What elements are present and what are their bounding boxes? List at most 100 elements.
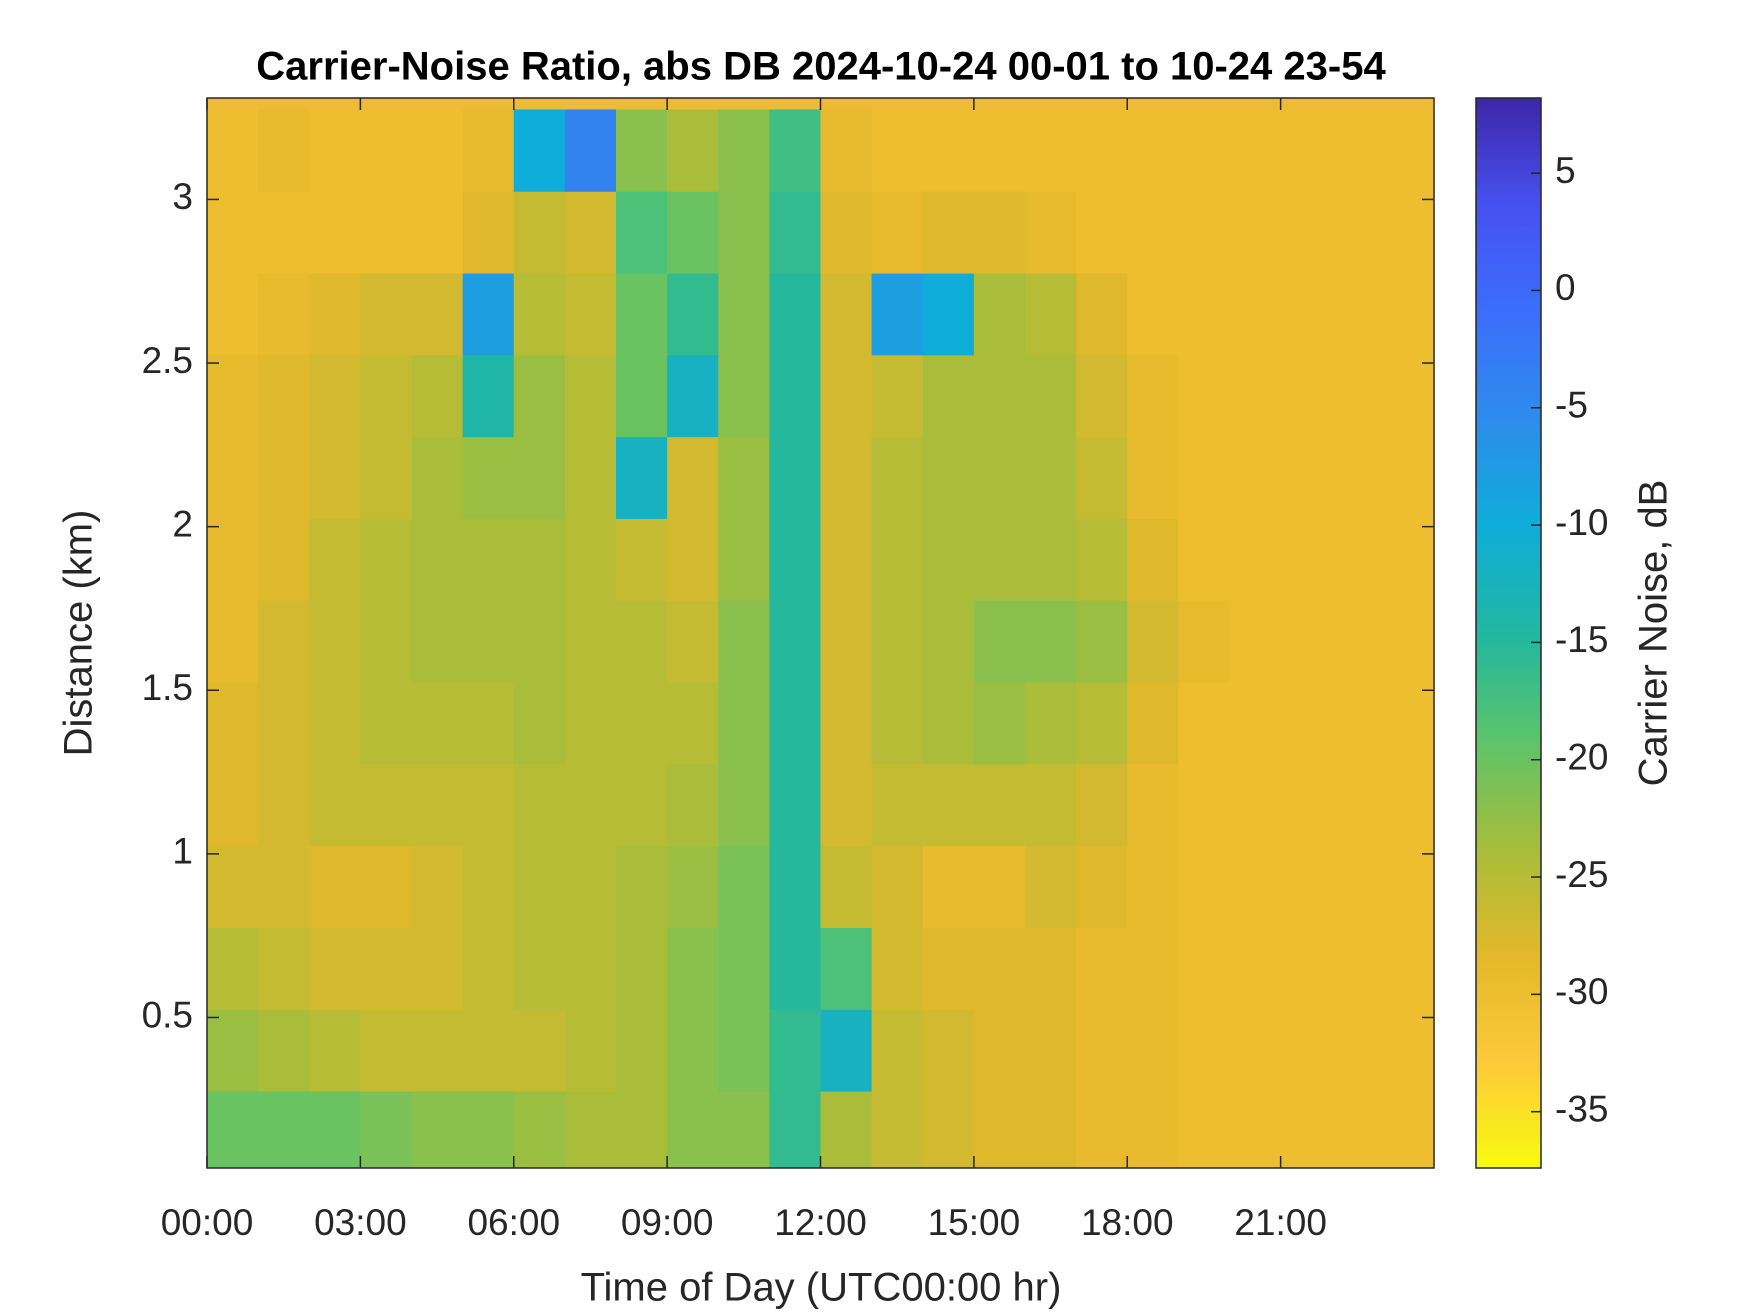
heatmap-cell: [411, 927, 464, 1010]
heatmap-cell: [769, 436, 821, 519]
heatmap-cell: [718, 109, 770, 192]
heatmap-cell: [207, 436, 259, 519]
colorbar-tick-label: -5: [1555, 385, 1588, 426]
heatmap-cell: [718, 518, 770, 601]
heatmap-cell: [871, 845, 924, 928]
heatmap-cell: [718, 191, 770, 274]
heatmap-cell: [1127, 682, 1179, 765]
heatmap-cell: [922, 109, 975, 192]
heatmap-cell: [1178, 927, 1230, 1010]
heatmap-cell: [1178, 191, 1230, 274]
heatmap-cell: [871, 109, 924, 192]
heatmap-cell: [1280, 1091, 1333, 1168]
heatmap-cell: [1178, 1009, 1230, 1092]
heatmap-cell: [769, 763, 821, 847]
heatmap-cell: [1331, 273, 1384, 356]
heatmap-cell: [564, 927, 617, 1010]
heatmap-cell: [1382, 191, 1434, 274]
heatmap-cell: [1382, 354, 1434, 438]
colorbar-tick-label: -35: [1555, 1088, 1608, 1129]
heatmap-cell: [462, 600, 515, 683]
heatmap-cell: [360, 191, 412, 274]
heatmap-cell: [1280, 436, 1333, 519]
heatmap-cell: [513, 354, 566, 438]
heatmap-cell: [258, 109, 310, 192]
heatmap-cell: [1331, 682, 1384, 765]
heatmap-cell: [769, 273, 821, 356]
heatmap: [207, 109, 1434, 1168]
x-tick-label: 18:00: [1081, 1202, 1174, 1243]
heatmap-cell: [1280, 845, 1333, 928]
heatmap-cell: [922, 763, 975, 847]
heatmap-cell: [1229, 191, 1282, 274]
y-tick-label: 1.5: [142, 667, 193, 708]
heatmap-cell: [718, 845, 770, 928]
heatmap-cell: [718, 436, 770, 519]
heatmap-cell: [1127, 1091, 1179, 1168]
heatmap-cell: [1331, 845, 1384, 928]
heatmap-cell: [462, 109, 515, 192]
heatmap-cell: [1127, 600, 1179, 683]
heatmap-cell: [973, 682, 1026, 765]
heatmap-cell: [207, 600, 259, 683]
heatmap-cell: [411, 600, 464, 683]
heatmap-cell: [564, 763, 617, 847]
heatmap-cell: [820, 600, 873, 683]
heatmap-cell: [411, 273, 464, 356]
heatmap-cell: [820, 518, 873, 601]
heatmap-cell: [1280, 927, 1333, 1010]
heatmap-cell: [1076, 109, 1128, 192]
heatmap-cell: [564, 191, 617, 274]
heatmap-cell: [462, 273, 515, 356]
x-tick-label: 12:00: [774, 1202, 867, 1243]
heatmap-cell: [1382, 682, 1434, 765]
heatmap-cell: [513, 1091, 566, 1168]
heatmap-cell: [1280, 273, 1333, 356]
heatmap-cell: [411, 354, 464, 438]
x-tick-label: 15:00: [928, 1202, 1021, 1243]
heatmap-cell: [207, 109, 259, 192]
heatmap-cell: [667, 1091, 719, 1168]
heatmap-cell: [973, 354, 1026, 438]
heatmap-cell: [513, 273, 566, 356]
heatmap-cell: [207, 273, 259, 356]
heatmap-cell: [309, 1009, 361, 1092]
heatmap-cell: [564, 845, 617, 928]
heatmap-cell: [411, 845, 464, 928]
heatmap-cell: [871, 1009, 924, 1092]
heatmap-cell: [616, 436, 668, 519]
heatmap-cell: [1331, 191, 1384, 274]
heatmap-cell: [973, 273, 1026, 356]
heatmap-cell: [769, 682, 821, 765]
heatmap-cell: [513, 763, 566, 847]
colorbar: [1475, 97, 1542, 1169]
heatmap-cell: [1280, 191, 1333, 274]
heatmap-cell: [820, 845, 873, 928]
y-tick-label: 2: [172, 503, 193, 544]
heatmap-cell: [1229, 927, 1282, 1010]
heatmap-cell: [820, 273, 873, 356]
heatmap-cell: [1025, 1091, 1077, 1168]
heatmap-cell: [718, 1009, 770, 1092]
heatmap-cell: [1127, 436, 1179, 519]
heatmap-cell: [616, 354, 668, 438]
heatmap-cell: [1178, 518, 1230, 601]
heatmap-cell: [1025, 1009, 1077, 1092]
heatmap-cell: [973, 1009, 1026, 1092]
heatmap-cell: [360, 600, 412, 683]
heatmap-cell: [258, 927, 310, 1010]
heatmap-cell: [1076, 1091, 1128, 1168]
heatmap-cell: [564, 1091, 617, 1168]
heatmap-cell: [1382, 518, 1434, 601]
heatmap-cell: [616, 763, 668, 847]
heatmap-cell: [462, 354, 515, 438]
heatmap-cell: [360, 927, 412, 1010]
colorbar-tick-label: 5: [1555, 150, 1576, 191]
heatmap-cell: [564, 109, 617, 192]
heatmap-cell: [820, 354, 873, 438]
heatmap-cell: [258, 436, 310, 519]
heatmap-cell: [871, 191, 924, 274]
heatmap-cell: [258, 682, 310, 765]
heatmap-cell: [258, 1091, 310, 1168]
heatmap-cell: [309, 518, 361, 601]
